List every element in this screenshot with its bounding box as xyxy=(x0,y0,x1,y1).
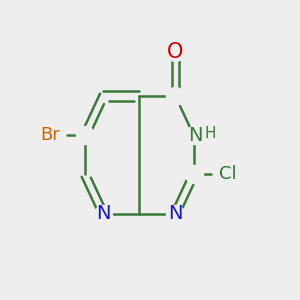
Text: Br: Br xyxy=(40,126,60,144)
Text: N: N xyxy=(96,204,111,223)
Text: Cl: Cl xyxy=(218,165,236,183)
Text: N: N xyxy=(188,126,202,145)
Text: O: O xyxy=(167,42,184,62)
Text: N: N xyxy=(168,204,183,223)
Text: H: H xyxy=(204,126,215,141)
